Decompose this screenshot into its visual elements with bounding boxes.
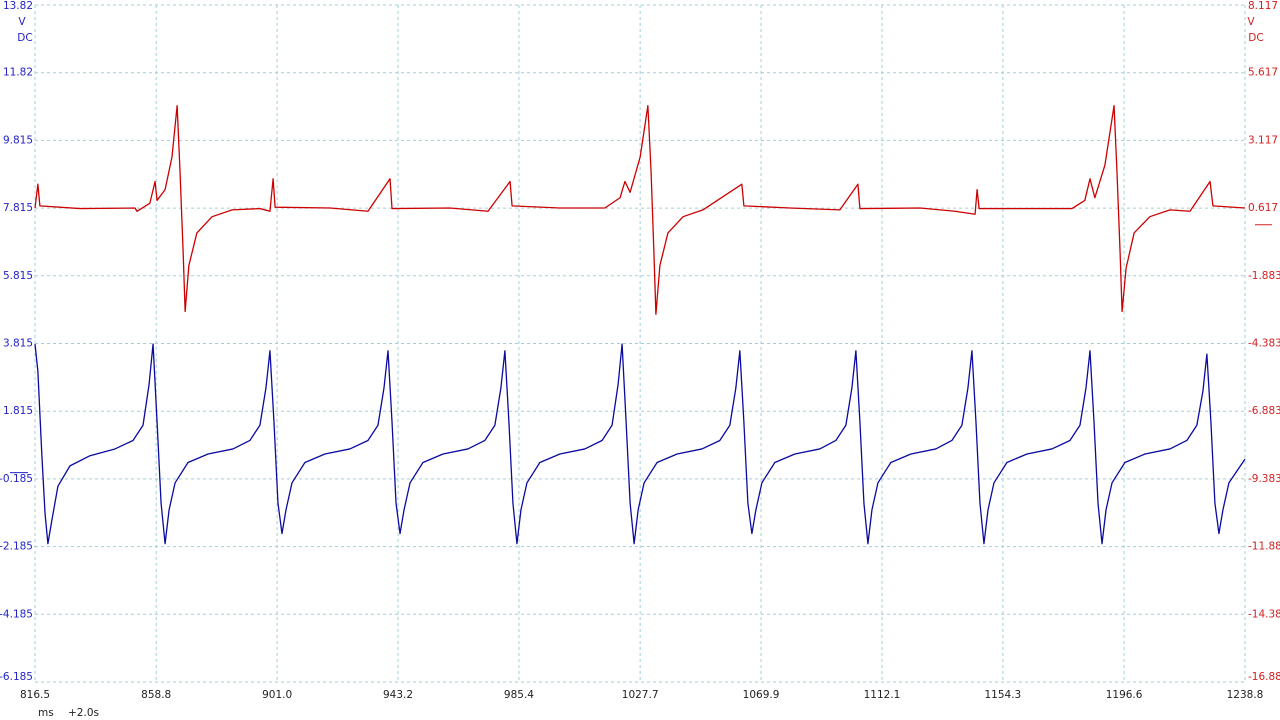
- y2-tick-label: 8.117: [1248, 0, 1278, 12]
- y2-coupling: DC: [1248, 32, 1263, 44]
- y-tick-label: 7.815: [3, 202, 33, 214]
- y-tick-label: -4.185: [0, 608, 33, 620]
- x-tick-label: 1069.9: [743, 689, 780, 701]
- x-tick-label: 1027.7: [622, 689, 659, 701]
- y-tick-label: -0.185: [0, 473, 33, 485]
- y2-tick-label: -1.883: [1248, 270, 1280, 282]
- y2-tick-label: -14.38: [1248, 608, 1280, 620]
- y2-tick-label: -16.88: [1248, 671, 1280, 683]
- x-tick-label: 1112.1: [864, 689, 901, 701]
- y-tick-label: 3.815: [3, 338, 33, 350]
- y2-tick-label: -11.88: [1248, 541, 1280, 553]
- y2-tick-label: -9.383: [1248, 473, 1280, 485]
- y2-tick-label: 3.117: [1248, 134, 1278, 146]
- x-tick-label: 1154.3: [985, 689, 1022, 701]
- x-tick-label: 858.8: [141, 689, 171, 701]
- y-tick-label: -6.185: [0, 671, 33, 683]
- y-tick-label: 11.82: [3, 67, 33, 79]
- y2-tick-label: 5.617: [1248, 67, 1278, 79]
- signal-trace: [34, 105, 1246, 315]
- y-tick-label: 5.815: [3, 270, 33, 282]
- y-unit: V: [18, 16, 26, 28]
- y-tick-label: 1.815: [3, 405, 33, 417]
- y2-tick-label: -4.383: [1248, 338, 1280, 350]
- x-tick-label: 985.4: [504, 689, 534, 701]
- x-tick-label: 1196.6: [1106, 689, 1143, 701]
- y2-unit: V: [1247, 16, 1255, 28]
- y-tick-label: 13.82: [3, 0, 33, 12]
- x-tick-label: 1238.8: [1227, 689, 1264, 701]
- signal-trace: [34, 343, 1246, 545]
- y2-tick-label: 0.617: [1248, 202, 1278, 214]
- x-unit: ms: [38, 707, 54, 719]
- x-offset: +2.0s: [68, 707, 99, 719]
- x-tick-label: 816.5: [20, 689, 50, 701]
- y-tick-label: -2.185: [0, 541, 33, 553]
- y-coupling: DC: [17, 32, 32, 44]
- y2-tick-label: -6.883: [1248, 405, 1280, 417]
- y-tick-label: 9.815: [3, 134, 33, 146]
- x-tick-label: 943.2: [383, 689, 413, 701]
- x-tick-label: 901.0: [262, 689, 292, 701]
